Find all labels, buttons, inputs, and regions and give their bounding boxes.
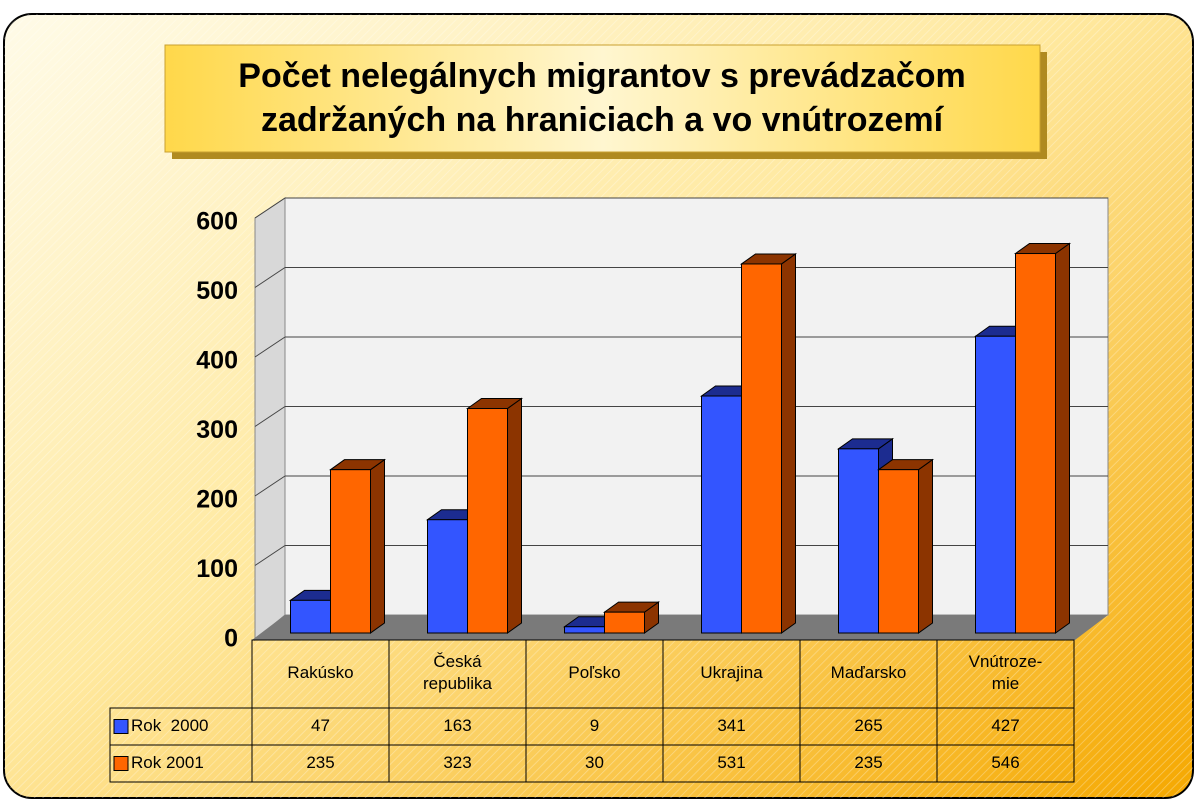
- bar-side: [507, 397, 522, 634]
- x-tick-label: Česká republika: [423, 652, 493, 693]
- legend-swatch: [113, 719, 129, 734]
- table-value: 9: [590, 716, 599, 735]
- y-tick-label: 0: [224, 625, 238, 653]
- table-value: 235: [854, 753, 882, 772]
- x-tick-label: Maďarsko: [831, 663, 907, 682]
- y-tick-label: 100: [196, 555, 238, 583]
- x-tick-label: Rakúsko: [287, 663, 353, 682]
- y-tick-label: 200: [196, 486, 238, 514]
- bar: [1015, 253, 1056, 634]
- bar: [467, 408, 508, 634]
- y-tick-label: 400: [196, 347, 238, 375]
- table-value: 323: [443, 753, 471, 772]
- bar: [975, 335, 1016, 634]
- y-tick-label: 300: [196, 416, 238, 444]
- legend-swatch: [113, 756, 129, 771]
- x-tick-label: Ukrajina: [700, 663, 763, 682]
- y-tick-label: 500: [196, 277, 238, 305]
- table-value: 47: [311, 716, 330, 735]
- bar-side: [1055, 242, 1070, 634]
- bar: [330, 469, 371, 634]
- chart-title: zadržaných na hraniciach a vo vnútrozemí: [261, 101, 945, 139]
- grid-line: [254, 336, 286, 358]
- left-wall: [254, 197, 286, 642]
- table-value: 427: [991, 716, 1019, 735]
- table-value: 531: [717, 753, 745, 772]
- x-tick-label: Vnútroze-mie: [969, 652, 1043, 693]
- grid-line: [254, 406, 286, 427]
- bar: [741, 263, 782, 634]
- bar-side: [370, 458, 385, 634]
- title-box: [164, 44, 1041, 153]
- grid-line: [254, 197, 286, 219]
- bar: [838, 448, 879, 634]
- table-value: 265: [854, 716, 882, 735]
- bar: [878, 469, 919, 634]
- bar: [701, 395, 742, 634]
- legend-label: Rok 2001: [131, 753, 204, 772]
- y-tick-label: 600: [196, 208, 238, 236]
- grid-line: [254, 545, 286, 566]
- bar: [290, 599, 331, 634]
- bar: [564, 626, 605, 634]
- bar: [604, 611, 645, 634]
- x-tick-label: Poľsko: [568, 663, 620, 682]
- legend-label: Rok 2000: [131, 716, 209, 735]
- bar: [427, 519, 468, 634]
- chart-title: Počet nelegálnych migrantov s prevádzačo…: [238, 57, 965, 95]
- table-value: 163: [443, 716, 471, 735]
- grid-line: [254, 475, 286, 497]
- bar-side: [918, 458, 933, 634]
- table-value: 546: [991, 753, 1019, 772]
- grid-line: [254, 267, 286, 288]
- table-value: 30: [585, 753, 604, 772]
- table-value: 341: [717, 716, 745, 735]
- bar-side: [781, 252, 796, 634]
- table-value: 235: [306, 753, 334, 772]
